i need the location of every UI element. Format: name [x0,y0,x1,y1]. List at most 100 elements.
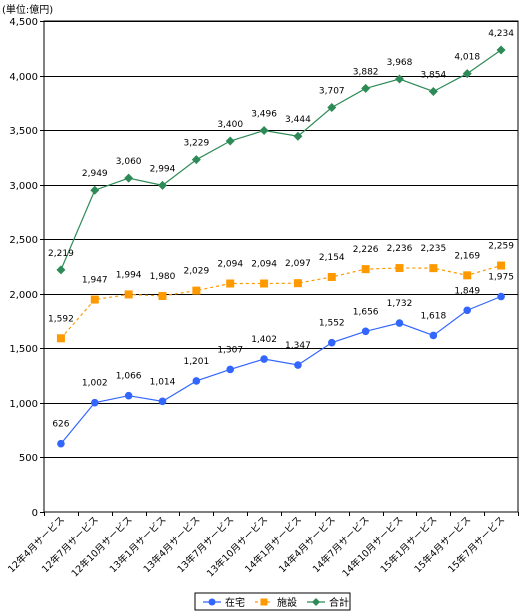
data-label: 2,994 [150,164,176,174]
data-label: 2,235 [420,244,446,254]
y-tick-label: 1,500 [9,344,38,355]
data-label: 2,169 [454,251,480,261]
x-tick-label: 14年7月サービス [310,514,372,576]
data-point [90,398,99,407]
data-label: 3,060 [116,157,142,167]
x-tick-label: 12年10月サービス [69,514,135,580]
data-point [158,180,167,190]
data-label: 1,201 [183,357,209,367]
data-point [158,291,167,300]
data-label: 2,226 [353,245,379,255]
x-tick-label: 14年4月サービス [276,514,338,576]
legend-marker [312,598,320,606]
x-tick-label: 14年10月サービス [340,514,406,580]
data-point [225,136,235,146]
data-label: 3,882 [353,67,379,77]
y-tick-label: 0 [32,508,38,519]
data-label: 1,066 [116,372,142,382]
data-point [395,264,404,273]
data-label: 2,949 [82,169,108,179]
data-point [90,295,99,304]
data-point [57,439,65,448]
data-label: 3,496 [251,110,277,120]
data-label: 2,219 [48,249,74,259]
y-tick-label: 500 [19,453,38,464]
unit-label: (単位:億円) [2,5,54,16]
data-label: 4,234 [488,29,514,39]
data-point [327,272,336,281]
x-tick-label: 13年7月サービス [175,514,237,576]
data-label: 1,947 [82,276,108,286]
series-line [60,264,502,339]
x-tick-label: 15年1月サービス [378,514,440,576]
x-tick-label: 12年4月サービス [5,514,67,576]
legend-label: 在宅 [225,596,245,609]
data-point [293,131,303,141]
data-point [90,185,100,195]
y-tick-label: 4,000 [9,72,38,83]
data-label: 1,002 [82,379,108,389]
y-tick-label: 1,000 [9,399,38,410]
data-point [327,338,336,347]
data-point [226,279,235,288]
data-label: 2,029 [183,267,209,277]
data-label: 3,707 [319,87,345,97]
data-point [259,126,269,136]
legend-label: 施設 [277,596,297,609]
data-point [497,261,506,270]
data-label: 2,097 [285,259,311,269]
data-point [327,103,337,113]
series-line [60,295,502,445]
data-point [192,377,201,385]
data-label: 1,402 [251,335,277,345]
data-label: 3,444 [285,115,311,125]
x-tick-label: 14年1月サービス [242,514,304,576]
data-point [428,86,438,96]
legend-item: 施設 [255,596,297,609]
x-tick-label: 13年10月サービス [204,514,270,580]
series-3: 2,219 2,949 3,060 2,994 3,229 3,400 3,496 3,444… [48,29,514,275]
data-point [294,361,302,369]
x-tick-label: 15年7月サービス [446,514,508,576]
data-label: 2,154 [319,253,345,263]
data-label: 1,656 [353,307,379,317]
y-tick-label: 3,000 [9,181,38,192]
plot-area [43,20,519,513]
data-label: 1,975 [488,273,514,283]
data-point [124,290,133,299]
data-label: 1,347 [285,341,311,351]
data-label: 3,400 [217,120,243,130]
legend-item: 在宅 [203,596,245,609]
data-point [361,265,370,274]
data-label: 2,236 [387,244,413,254]
data-point [192,286,201,295]
x-tick-label: 15年4月サービス [412,514,474,576]
x-tick-label: 13年1月サービス [107,514,169,576]
data-point [496,45,506,55]
data-point [429,264,438,273]
data-label: 626 [52,420,69,430]
data-point [124,391,133,400]
y-tick-label: 2,000 [9,290,38,301]
legend-marker [208,598,216,606]
x-tick-label: 12年7月サービス [39,514,101,576]
data-point [56,334,65,343]
data-label: 2,094 [217,260,243,270]
data-point [463,271,472,280]
series-1: 626 1,002 1,066 1,014 1,201 1,307 1,402 1,347 1,… [52,273,514,448]
x-tick-label: 13年4月サービス [141,514,203,576]
data-label: 3,854 [420,70,446,80]
series-line [60,49,502,271]
data-point [191,155,201,165]
data-label: 1,732 [387,299,413,309]
data-point [497,292,505,301]
data-label: 1,552 [319,319,345,329]
data-point [462,69,472,79]
legend [194,592,351,611]
data-label: 2,094 [251,260,277,270]
data-label: 1,849 [454,286,480,296]
data-point [395,74,404,84]
data-point [158,397,167,406]
data-point [124,173,134,183]
data-point [226,365,235,374]
